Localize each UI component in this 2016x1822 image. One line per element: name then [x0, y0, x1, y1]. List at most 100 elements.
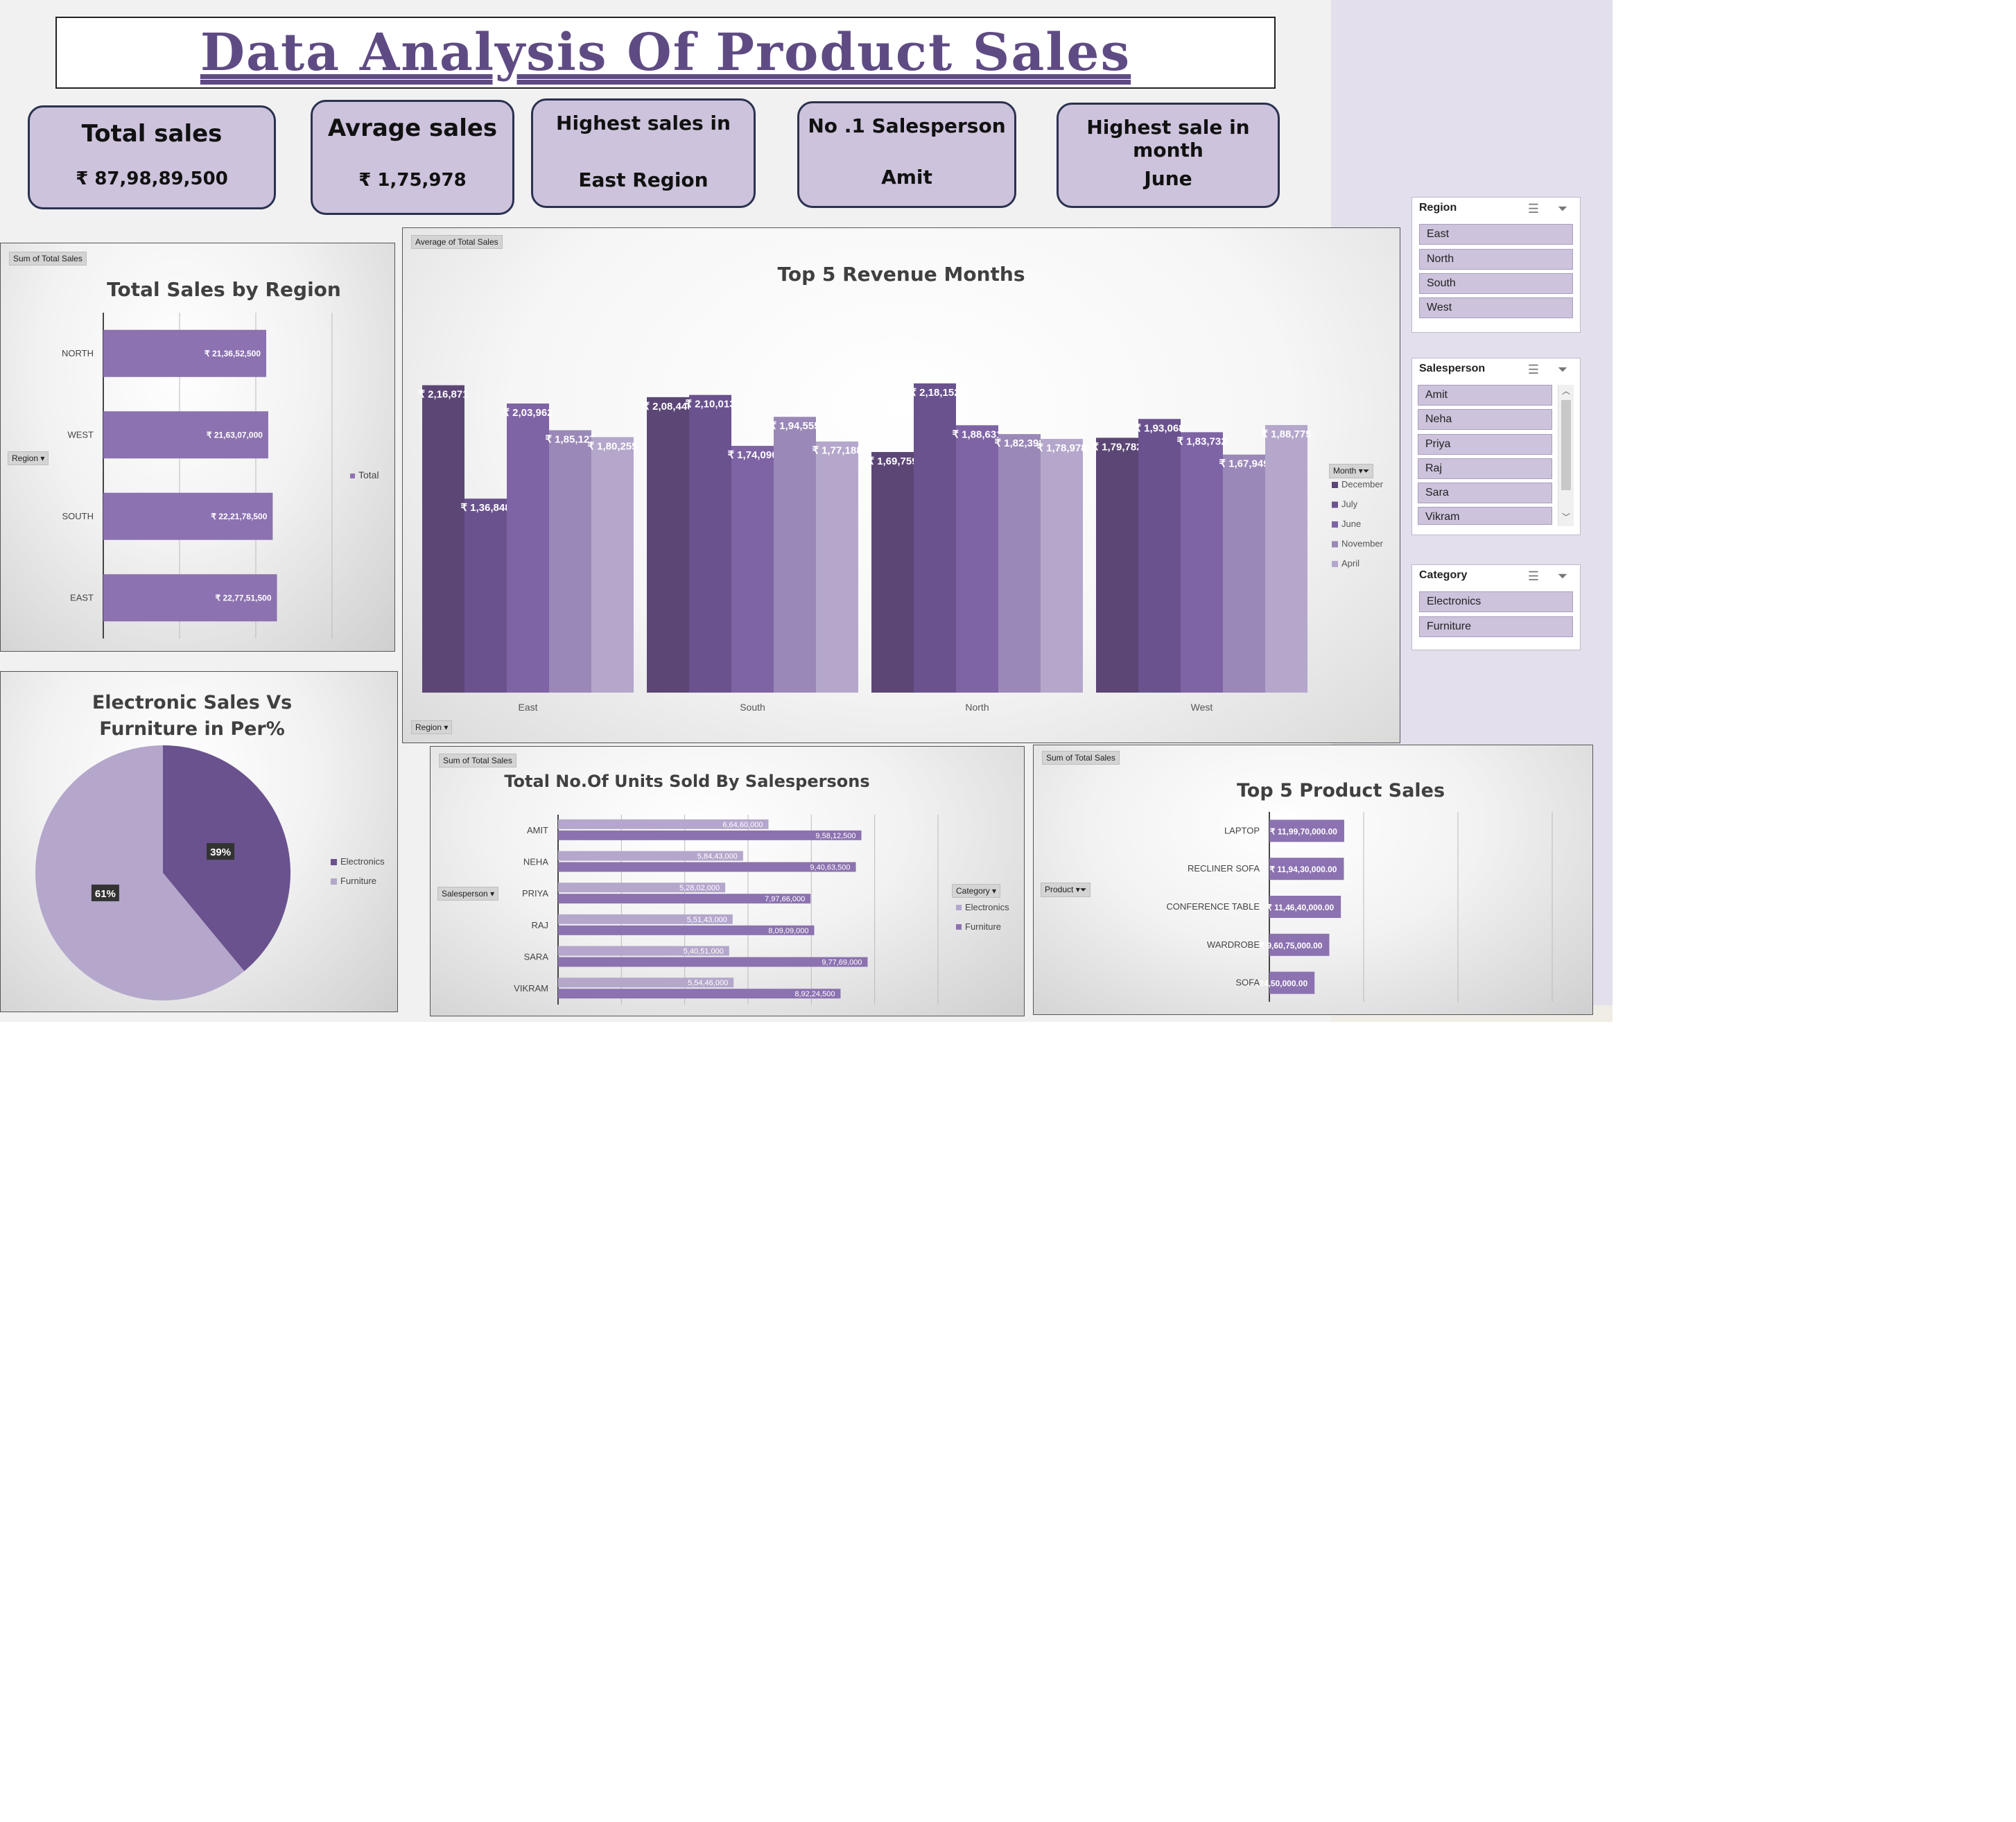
column-bar	[998, 434, 1041, 693]
chart-title: Total Sales by Region	[107, 278, 341, 301]
scroll-down-icon[interactable]: ﹀	[1561, 512, 1570, 522]
product-bar	[1269, 896, 1341, 918]
bar-data-label: ₹ 11,46,40,000.00	[1267, 903, 1334, 912]
column-bar	[549, 430, 591, 693]
bar-data-label: 8,92,24,500	[794, 990, 835, 998]
region-filter-button[interactable]: Region ▾	[8, 451, 49, 465]
region-bar	[103, 329, 267, 377]
slicer-item-amit[interactable]: Amit	[1418, 385, 1552, 406]
category-label: SOUTH	[62, 511, 94, 521]
column-data-label: ₹ 1,80,255	[587, 440, 637, 452]
multi-select-icon[interactable]: ☰	[1527, 363, 1540, 376]
salesperson-filter-button[interactable]: Salesperson ▾	[437, 887, 499, 901]
slicer-item-neha[interactable]: Neha	[1418, 409, 1552, 430]
legend-label: June	[1341, 519, 1361, 529]
kpi-value: Amit	[881, 166, 932, 189]
region-sales-chart[interactable]: Sum of Total Sales Total Sales by Region…	[0, 243, 395, 652]
bar-data-label: ₹ 22,77,51,500	[215, 593, 271, 602]
scroll-up-icon[interactable]: ︿	[1561, 386, 1570, 396]
slicer-item-south[interactable]: South	[1419, 273, 1573, 294]
slicer-item-electronics[interactable]: Electronics	[1419, 591, 1573, 612]
filter-label: Region	[12, 453, 39, 463]
bar-data-label: 5,28,02,000	[679, 884, 720, 892]
product-bar	[1269, 971, 1315, 994]
scroll-thumb[interactable]	[1561, 400, 1571, 490]
kpi-value: ₹ 87,98,89,500	[76, 168, 228, 189]
kpi-label: No .1 Salesperson	[808, 114, 1006, 137]
region-bar	[103, 411, 268, 459]
filter-icon: ▾⏷	[1358, 466, 1370, 476]
bar-data-label: ₹ 7,24,50,000.00	[1244, 979, 1307, 989]
category-label: SOFA	[1235, 978, 1260, 988]
legend-swatch	[1332, 521, 1338, 528]
top-products-chart[interactable]: Sum of Total Sales Top 5 Product Sales P…	[1033, 745, 1593, 1015]
category-pie-chart[interactable]: Electronic Sales Vs Furniture in Per% 39…	[0, 671, 398, 1012]
dropdown-icon: ▾	[992, 886, 997, 896]
field-button[interactable]: Sum of Total Sales	[9, 252, 87, 266]
units-bar	[558, 894, 811, 904]
slicer-item-north[interactable]: North	[1419, 249, 1573, 270]
column-bar	[591, 437, 634, 693]
multi-select-icon[interactable]: ☰	[1527, 569, 1540, 583]
kpi-total-sales: Total sales ₹ 87,98,89,500	[28, 105, 276, 209]
multi-select-icon[interactable]: ☰	[1527, 202, 1540, 216]
bar-data-label: 5,54,46,000	[688, 979, 728, 987]
column-bar	[871, 451, 914, 693]
kpi-average-sales: Avrage sales ₹ 1,75,978	[311, 100, 514, 215]
clear-filter-icon[interactable]: ⏷	[1557, 363, 1568, 376]
column-bar	[914, 383, 956, 693]
region-slicer[interactable]: Region ☰ ⏷ East North South West	[1411, 197, 1581, 333]
column-data-label: ₹ 1,94,555	[770, 420, 819, 432]
legend-swatch	[1332, 501, 1338, 508]
clear-filter-icon[interactable]: ⏷	[1557, 202, 1568, 216]
slicer-item-west[interactable]: West	[1419, 297, 1573, 318]
chart-title: Total No.Of Units Sold By Salespersons	[504, 772, 870, 791]
category-label: LAPTOP	[1224, 825, 1260, 835]
field-button[interactable]: Sum of Total Sales	[1042, 751, 1120, 765]
column-data-label: ₹ 2,08,440	[643, 401, 693, 413]
legend-swatch	[956, 924, 962, 930]
legend-label: December	[1341, 479, 1384, 489]
units-bar	[558, 946, 729, 956]
slicer-item-sara[interactable]: Sara	[1418, 483, 1552, 503]
slicer-title: Category	[1419, 569, 1468, 581]
slicer-item-vikram[interactable]: Vikram	[1418, 507, 1552, 525]
field-button[interactable]: Average of Total Sales	[411, 235, 503, 249]
column-data-label: ₹ 1,88,775	[1261, 428, 1311, 440]
slicer-scrollbar[interactable]: ︿ ﹀	[1558, 385, 1574, 526]
category-label: RECLINER SOFA	[1188, 863, 1260, 874]
column-data-label: ₹ 1,77,188	[812, 445, 862, 457]
category-label: VIKRAM	[514, 983, 548, 994]
kpi-highest-region: Highest sales in East Region	[531, 98, 756, 208]
clear-filter-icon[interactable]: ⏷	[1557, 569, 1568, 583]
slicer-item-east[interactable]: East	[1419, 224, 1573, 245]
pie-label-bg	[91, 884, 119, 901]
legend-label: Furniture	[965, 921, 1001, 932]
units-bar	[558, 883, 726, 893]
category-label: North	[965, 702, 989, 713]
legend-label: July	[1341, 499, 1358, 510]
legend-swatch	[1332, 561, 1338, 567]
revenue-months-chart[interactable]: Average of Total Sales Top 5 Revenue Mon…	[402, 227, 1400, 743]
category-label: RAJ	[531, 920, 548, 930]
slicer-item-priya[interactable]: Priya	[1418, 434, 1552, 455]
category-filter-button[interactable]: Category ▾	[952, 884, 1001, 898]
product-filter-button[interactable]: Product ▾⏷	[1041, 883, 1091, 897]
slicer-title: Salesperson	[1419, 363, 1486, 374]
slicer-item-raj[interactable]: Raj	[1418, 458, 1552, 479]
column-bar	[816, 441, 858, 693]
units-by-salesperson-chart[interactable]: Sum of Total Sales Total No.Of Units Sol…	[430, 746, 1025, 1016]
slicer-item-furniture[interactable]: Furniture	[1419, 616, 1573, 637]
bar-data-label: 9,77,69,000	[822, 959, 862, 967]
bar-data-label: ₹ 11,94,30,000.00	[1269, 865, 1337, 874]
region-filter-button[interactable]: Region ▾	[411, 720, 453, 734]
month-filter-button[interactable]: Month ▾⏷	[1329, 464, 1374, 478]
field-button[interactable]: Sum of Total Sales	[439, 754, 516, 767]
category-label: AMIT	[527, 825, 548, 835]
bar-data-label: ₹ 22,21,78,500	[211, 512, 267, 521]
pie-label-bg	[207, 843, 235, 860]
legend-label: April	[1341, 558, 1359, 569]
category-label: CONFERENCE TABLE	[1166, 901, 1260, 912]
category-slicer[interactable]: Category ☰ ⏷ Electronics Furniture	[1411, 564, 1581, 650]
salesperson-slicer[interactable]: Salesperson ☰ ⏷ Amit Neha Priya Raj Sara…	[1411, 358, 1581, 535]
